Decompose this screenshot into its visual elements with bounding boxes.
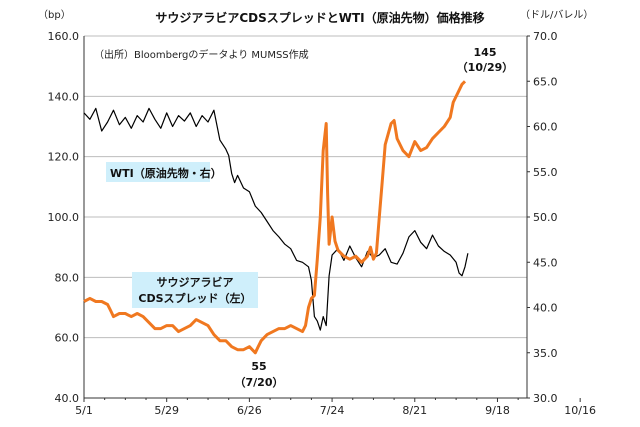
y-right-tick-label: 50.0 xyxy=(533,211,558,224)
x-tick-label: 6/26 xyxy=(237,404,262,417)
x-tick-label: 8/21 xyxy=(402,404,427,417)
y-right-tick-label: 30.0 xyxy=(533,392,558,405)
cds-label-line2: CDSスプレッド（左） xyxy=(138,291,251,305)
series-layer xyxy=(83,80,469,355)
x-tick-label: 9/18 xyxy=(485,404,510,417)
y-left-tick-label: 80.0 xyxy=(55,271,80,284)
y-right-tick-label: 35.0 xyxy=(533,347,558,360)
cds-label-line1: サウジアラビア xyxy=(157,275,234,289)
y-left-tick-label: 60.0 xyxy=(55,332,80,345)
min-date-label: （7/20） xyxy=(235,376,284,389)
y-left-tick-label: 120.0 xyxy=(48,151,80,164)
y-right-tick-label: 60.0 xyxy=(533,121,558,134)
y-right-tick-label: 70.0 xyxy=(533,30,558,43)
min-value-label: 55 xyxy=(251,360,266,373)
x-tick-label: 7/24 xyxy=(320,404,345,417)
x-tick-label: 5/29 xyxy=(154,404,179,417)
cds-label-box xyxy=(132,272,258,308)
wti-label: WTI（原油先物・右） xyxy=(110,166,222,180)
max-value-label: 145 xyxy=(474,46,497,59)
y-right-tick-label: 55.0 xyxy=(533,166,558,179)
y-left-tick-label: 100.0 xyxy=(48,211,80,224)
right-axis-unit: （ドル/バレル） xyxy=(520,9,593,21)
chart-title: サウジアラビアCDSスプレッドとWTI（原油先物）価格推移 xyxy=(155,10,484,25)
y-left-tick-label: 140.0 xyxy=(48,90,80,103)
y-left-tick-label: 160.0 xyxy=(48,30,80,43)
y-right-tick-label: 40.0 xyxy=(533,302,558,315)
max-date-label: （10/29） xyxy=(457,61,514,74)
wti-label-box xyxy=(106,162,210,182)
y-left-tick-label: 40.0 xyxy=(55,392,80,405)
x-tick-label: 5/1 xyxy=(75,404,93,417)
x-tick-label: 10/16 xyxy=(564,404,596,417)
series-line-wti xyxy=(83,107,469,331)
left-axis-unit: （bp） xyxy=(38,9,71,21)
axis-layer: 40.0 60.0 80.0 100.0 120.0 140.0 160.0 30.0 35.0… xyxy=(48,30,597,417)
source-note: （出所）Bloombergのデータより MUMSS作成 xyxy=(94,48,309,61)
y-right-tick-label: 65.0 xyxy=(533,75,558,88)
y-right-tick-label: 45.0 xyxy=(533,256,558,269)
series-line-cds xyxy=(83,80,467,355)
